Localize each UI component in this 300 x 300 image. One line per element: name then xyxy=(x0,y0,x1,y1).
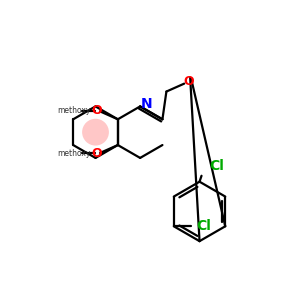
Circle shape xyxy=(82,119,109,146)
Text: O: O xyxy=(183,75,194,88)
Text: O: O xyxy=(92,104,102,117)
Text: methoxy: methoxy xyxy=(58,106,91,115)
Text: N: N xyxy=(140,98,152,111)
Text: Cl: Cl xyxy=(209,159,224,173)
Text: Cl: Cl xyxy=(196,219,211,233)
Text: methoxy: methoxy xyxy=(58,149,91,158)
Text: O: O xyxy=(92,148,102,160)
